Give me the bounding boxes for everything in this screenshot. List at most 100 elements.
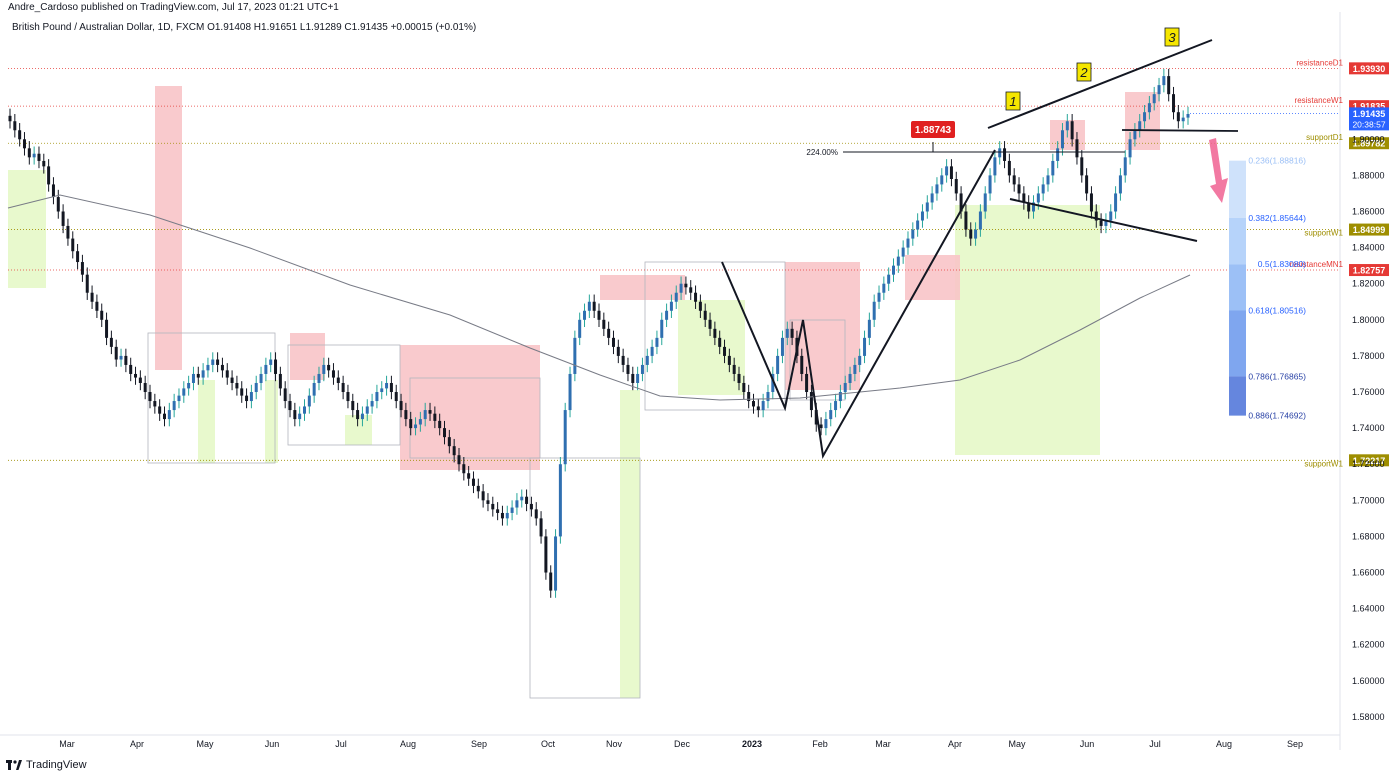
candle-body: [191, 373, 195, 383]
candle-body: [660, 319, 664, 338]
candle-body: [177, 395, 181, 402]
candle-body: [640, 364, 644, 374]
level-label-resistanceD1: resistanceD1: [1296, 58, 1343, 67]
candle-body: [1051, 160, 1055, 176]
candle-body: [925, 202, 929, 212]
candle-body: [467, 473, 471, 479]
candle-body: [481, 491, 485, 501]
candle-body: [100, 310, 104, 320]
candle-body: [211, 359, 215, 365]
candle-body: [162, 413, 166, 420]
range-box: [644, 261, 786, 411]
price-tag-bg: [1349, 62, 1389, 75]
candle-body: [732, 364, 736, 374]
candle-body: [896, 256, 900, 266]
fib-zone: [1229, 376, 1246, 416]
x-tick-label: Aug: [400, 739, 416, 749]
candle-body: [1172, 94, 1176, 113]
candle-body: [978, 211, 982, 230]
fib-level-label: 0.236(1.88816): [1248, 156, 1306, 166]
y-tick-label: 1.84000: [1352, 243, 1385, 253]
candle-body: [225, 370, 229, 378]
candle-body: [1143, 112, 1147, 122]
candle-body: [85, 274, 89, 293]
candle-body: [1027, 202, 1031, 212]
price-tag-supportD1: 1.89782: [1353, 139, 1386, 149]
candle-body: [887, 274, 891, 284]
price-tag-bg: [1349, 454, 1389, 467]
candle-body: [269, 359, 273, 365]
price-tag-bg: [1349, 137, 1389, 150]
candle-body: [143, 382, 147, 393]
candle-body: [751, 401, 755, 407]
candle-body: [187, 382, 191, 389]
resistance-zone: [600, 275, 685, 300]
fib-level-label: 0.886(1.74692): [1248, 411, 1306, 421]
candle-body: [1133, 130, 1137, 140]
candle-body: [443, 428, 447, 438]
candle-body: [727, 355, 731, 365]
candle-body: [264, 364, 268, 374]
candle-body: [409, 419, 413, 429]
candle-body: [863, 337, 867, 356]
wave-label-box: [1164, 27, 1180, 47]
candle-body: [1094, 211, 1098, 221]
x-tick-label: Apr: [948, 739, 962, 749]
x-tick-label: Mar: [59, 739, 75, 749]
y-tick-label: 1.76000: [1352, 387, 1385, 397]
candle-body: [457, 455, 461, 465]
candle-body: [906, 238, 910, 248]
x-tick-label: May: [196, 739, 214, 749]
candle-body: [119, 355, 123, 360]
neckline: [1121, 129, 1239, 132]
candle-body: [51, 184, 55, 198]
candle-body: [1007, 160, 1011, 176]
candle-body: [954, 179, 958, 194]
candle-body: [882, 283, 886, 293]
candle-body: [399, 401, 403, 411]
candle-body: [327, 364, 331, 371]
x-tick-label: 2023: [742, 739, 762, 749]
candle-body: [148, 392, 152, 402]
candle-body: [949, 166, 953, 179]
candle-body: [293, 410, 297, 420]
candle-body: [983, 193, 987, 212]
x-tick-label: Aug: [1216, 739, 1232, 749]
price-tag-supportW1: 1.84999: [1353, 225, 1386, 235]
candle-body: [351, 401, 355, 411]
y-tick-label: 1.70000: [1352, 495, 1385, 505]
candle-body: [698, 301, 702, 311]
candle-body: [901, 247, 905, 257]
candle-body: [8, 115, 12, 122]
candle-body: [90, 292, 94, 302]
candle-body: [1118, 175, 1122, 194]
candle-body: [834, 401, 838, 411]
candle-body: [877, 292, 881, 302]
candle-body: [1032, 202, 1036, 212]
candle-body: [665, 310, 669, 320]
candle-body: [935, 184, 939, 194]
candle-body: [385, 382, 389, 389]
fib-level-label: 0.618(1.80516): [1248, 305, 1306, 315]
y-tick-label: 1.74000: [1352, 423, 1385, 433]
candle-body: [892, 265, 895, 275]
candle-body: [756, 406, 760, 411]
y-tick-label: 1.90000: [1352, 134, 1385, 144]
candle-body: [853, 364, 857, 374]
candle-body: [655, 337, 659, 347]
candle-body: [109, 337, 113, 347]
price-tag-supportW1: 1.72217: [1353, 456, 1386, 466]
candle-body: [1041, 184, 1045, 194]
candle-body: [307, 395, 311, 407]
candle-body: [930, 193, 934, 203]
wave-label-box: [1076, 62, 1092, 82]
candle-body: [838, 392, 842, 402]
candle-body: [220, 364, 224, 371]
candle-body: [283, 388, 287, 402]
candle-body: [303, 406, 306, 414]
candle-body: [993, 157, 997, 176]
x-tick-label: Sep: [471, 739, 487, 749]
candle-body: [597, 310, 601, 320]
